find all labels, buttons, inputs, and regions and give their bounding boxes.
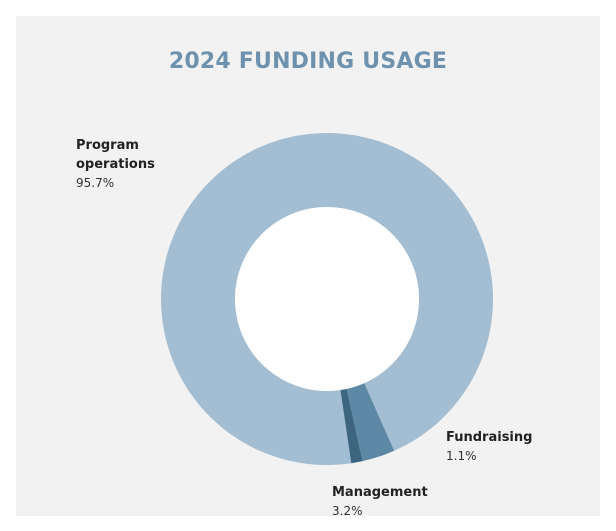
chart-title: 2024 FUNDING USAGE	[168, 49, 448, 74]
label-program-operations-name: Program operations	[76, 138, 155, 172]
label-fundraising: Fundraising 1.1%	[446, 428, 532, 466]
slice-fundraising	[340, 388, 363, 464]
label-fundraising-name: Fundraising	[446, 430, 533, 445]
label-program-operations-value: 95.7%	[76, 176, 115, 190]
label-management-value: 3.2%	[332, 504, 363, 518]
slice-management	[346, 383, 395, 462]
donut-hole	[235, 207, 419, 391]
label-management-name: Management	[332, 485, 428, 500]
label-management: Management 3.2%	[332, 483, 428, 521]
slice-program-operations	[160, 132, 493, 465]
label-program-operations: Program operations 95.7%	[76, 136, 186, 193]
label-fundraising-value: 1.1%	[446, 449, 477, 463]
